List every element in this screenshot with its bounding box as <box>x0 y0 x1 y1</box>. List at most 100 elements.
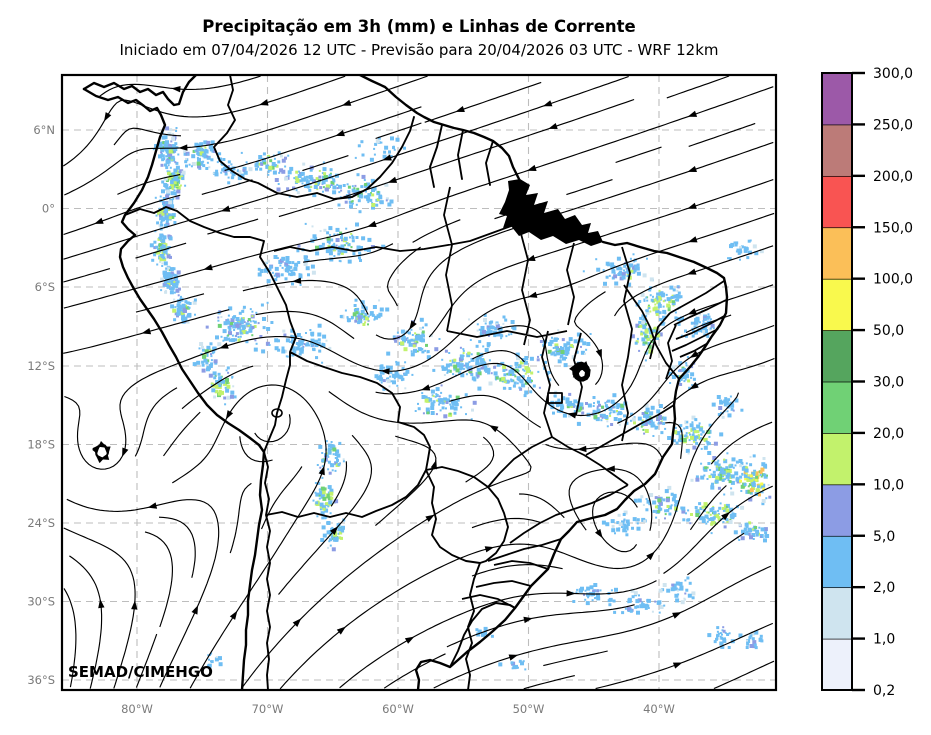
streamline-arrowhead <box>98 441 108 448</box>
streamline <box>255 310 355 340</box>
streamline <box>260 466 303 530</box>
streamline-arrowhead <box>335 130 345 137</box>
streamline-arrowhead <box>420 384 431 391</box>
streamline-arrowhead <box>576 363 586 371</box>
streamline <box>63 75 629 260</box>
streamline <box>201 179 253 195</box>
streamline-arrowhead <box>523 616 533 624</box>
streamline <box>63 86 774 309</box>
lat-tick-label: 0° <box>42 202 55 216</box>
streamline <box>63 194 181 236</box>
streamline-arrowhead <box>99 453 110 460</box>
streamline-arrowhead <box>341 99 352 106</box>
streamline-arrowhead <box>259 99 269 106</box>
colorbar-tick-label: 100,0 <box>873 272 913 288</box>
streamline <box>523 675 575 690</box>
streamline <box>117 173 181 195</box>
streamline-arrowhead <box>455 106 465 112</box>
streamline <box>689 485 727 531</box>
streamline <box>158 516 196 578</box>
precipitation-colorbar: 0,2 1,0 2,0 5,0 10,0 20,0 30,0 50,0 100,0 150,0 20… <box>821 66 913 699</box>
streamline <box>144 531 173 628</box>
streamline-arrowhead <box>141 328 152 335</box>
streamline <box>278 98 635 218</box>
colorbar-segment <box>821 432 853 486</box>
colorbar-segment <box>821 329 853 383</box>
streamline <box>449 394 541 428</box>
streamline <box>494 203 541 220</box>
streamline <box>242 279 369 315</box>
streamline-arrowhead <box>566 590 576 597</box>
streamline-arrowhead <box>178 144 188 151</box>
streamline-arrowhead <box>92 444 101 454</box>
streamline <box>113 127 182 146</box>
streamline <box>592 491 638 553</box>
streamline-arrowhead <box>672 662 683 669</box>
streamline <box>428 179 774 338</box>
streamline-arrowhead <box>687 202 697 209</box>
streamline-arrowhead <box>526 254 536 261</box>
streamline <box>497 325 560 386</box>
colorbar-tick-label: 10,0 <box>873 477 904 493</box>
axis-tick-labels: 6°N 0° 6°S 12°S 18°S 24°S 30°S 36°S 80°W 70°W 60°W… <box>27 123 675 716</box>
streamline-arrowhead <box>508 654 519 661</box>
streamline <box>66 498 220 688</box>
colorbar-tick-label: 150,0 <box>873 220 913 236</box>
streamline <box>241 391 532 688</box>
streamline-arrowhead <box>104 446 111 456</box>
streamline <box>424 81 542 123</box>
streamline <box>330 461 348 507</box>
streamline <box>134 387 178 457</box>
streamline <box>135 242 187 259</box>
lon-tick-label: 60°W <box>382 702 414 716</box>
streamline-arrowhead <box>572 368 580 378</box>
streamline-arrowhead <box>567 412 577 419</box>
streamline <box>63 588 77 688</box>
streamline-arrowhead <box>686 268 697 275</box>
streamline-arrowhead <box>526 218 536 225</box>
colorbar-tick-label: 50,0 <box>873 323 904 339</box>
streamline <box>710 421 773 465</box>
streamline-arrowhead <box>605 465 615 472</box>
streamline-arrowhead <box>548 123 558 129</box>
streamline <box>665 421 683 459</box>
lat-tick-label: 30°S <box>27 595 55 609</box>
streamline <box>181 365 254 410</box>
streamline-arrowhead <box>672 612 682 619</box>
streamline-arrowhead <box>382 154 392 161</box>
colorbar-segment <box>821 535 853 589</box>
streamline-arrowhead <box>171 86 181 93</box>
streamline-arrowhead <box>425 514 435 522</box>
streamline-arrowhead <box>318 465 325 476</box>
streamline <box>135 293 205 313</box>
streamline-arrowhead <box>527 164 537 171</box>
streamline <box>446 604 635 648</box>
streamline <box>62 75 346 167</box>
streamline-arrowhead <box>646 551 655 561</box>
streamline-arrowhead <box>95 453 104 463</box>
streamline-arrowhead <box>542 100 553 107</box>
streamline-arrowhead <box>329 526 339 535</box>
colorbar-segment <box>821 278 853 331</box>
streamline-arrowhead <box>484 546 495 553</box>
streamline-arrowhead <box>721 512 730 521</box>
streamline <box>302 155 349 172</box>
colorbar-tick-label: 250,0 <box>873 117 913 133</box>
colorbar-tick-label: 2,0 <box>873 580 895 596</box>
streamline-arrowhead <box>527 291 538 298</box>
streamline-arrowhead <box>367 220 377 227</box>
colorbar-segment <box>821 124 853 177</box>
streamline <box>254 414 291 443</box>
streamlines-layer <box>62 75 775 690</box>
coastline-panama <box>82 75 198 107</box>
streamline <box>412 219 461 243</box>
colorbar-tick-label: 1,0 <box>873 632 895 648</box>
streamline-arrowhead <box>595 349 602 359</box>
streamline-arrowhead <box>688 236 698 243</box>
colorbar-segment <box>821 638 853 691</box>
streamline <box>279 392 740 690</box>
lake-titicaca <box>271 408 283 418</box>
lon-tick-label: 70°W <box>252 702 284 716</box>
lat-tick-label: 36°S <box>27 673 55 687</box>
lat-tick-label: 18°S <box>27 438 55 452</box>
